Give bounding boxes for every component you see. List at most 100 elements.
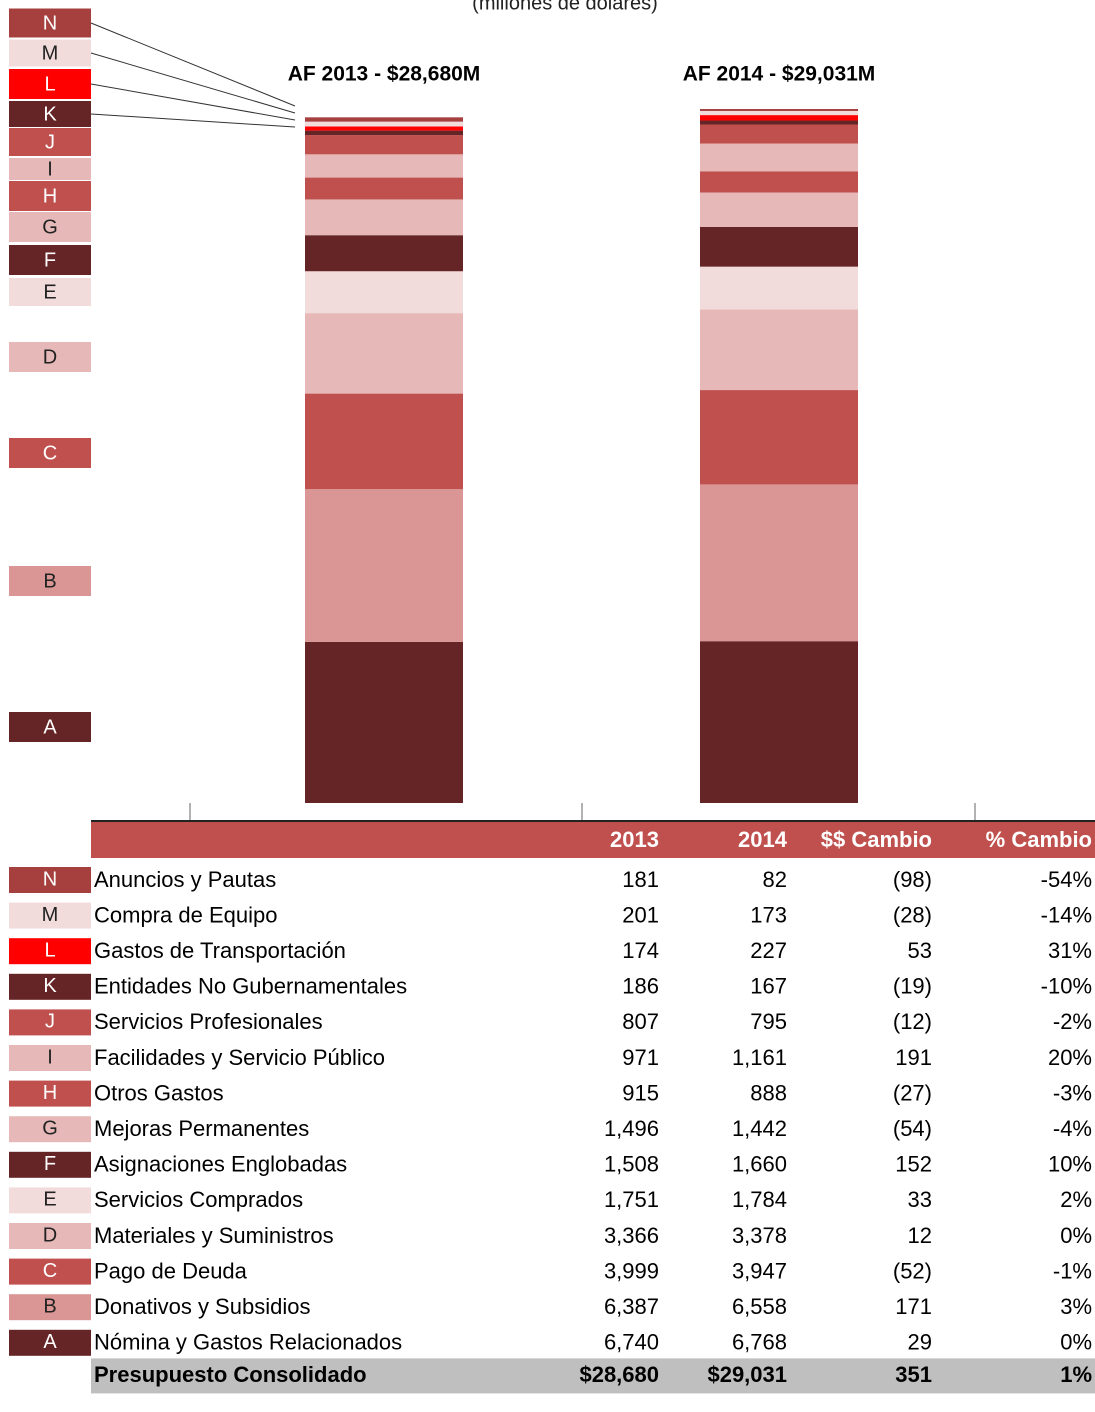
row-pct: -1%	[1053, 1258, 1092, 1283]
table-header-cell: 2014	[738, 827, 788, 852]
bar-segment	[700, 641, 858, 803]
legend-swatch	[9, 158, 91, 180]
row-pct: -3%	[1053, 1080, 1092, 1105]
row-value: 3,366	[604, 1223, 659, 1248]
row-letter: C	[43, 1260, 57, 1282]
bar-segment	[305, 393, 463, 490]
legend-swatch	[9, 128, 91, 156]
row-pct: -54%	[1041, 867, 1092, 892]
row-swatch	[9, 1223, 91, 1249]
row-change: (19)	[893, 974, 932, 999]
legend-label: G	[42, 216, 58, 238]
row-value: 82	[763, 867, 787, 892]
row-swatch	[9, 1187, 91, 1214]
bar-segment	[700, 484, 858, 642]
total-label: Presupuesto Consolidado	[94, 1362, 367, 1387]
row-change: (54)	[893, 1116, 932, 1141]
row-value: 173	[750, 902, 787, 927]
total-row	[91, 1358, 1095, 1394]
total-cell: 1%	[1060, 1362, 1092, 1387]
bar-segment	[700, 143, 858, 172]
bar-segment	[305, 154, 463, 178]
row-label: Mejoras Permanentes	[94, 1116, 309, 1141]
row-swatch	[9, 1151, 91, 1178]
legend-swatch	[9, 8, 91, 38]
row-label: Donativos y Subsidios	[94, 1294, 310, 1319]
row-swatch	[9, 1045, 91, 1071]
row-letter: J	[45, 1011, 55, 1033]
bar-segment	[700, 171, 858, 193]
row-letter: I	[47, 1046, 53, 1068]
legend-swatch	[9, 39, 91, 67]
row-pct: 31%	[1048, 938, 1092, 963]
row-pct: -10%	[1041, 974, 1092, 999]
row-change: 152	[895, 1152, 932, 1177]
legend-swatch	[9, 438, 91, 468]
legend-swatch	[9, 342, 91, 372]
row-value: 6,768	[732, 1330, 787, 1355]
row-swatch	[9, 1080, 91, 1107]
legend-label: K	[43, 103, 57, 125]
bar-segment	[700, 226, 858, 267]
bar-segment	[305, 641, 463, 803]
row-letter: E	[43, 1189, 56, 1211]
row-value: 971	[622, 1045, 659, 1070]
row-label: Otros Gastos	[94, 1080, 224, 1105]
row-change: 29	[908, 1330, 932, 1355]
row-change: 53	[908, 938, 932, 963]
row-value: 186	[622, 974, 659, 999]
bar-segment	[305, 126, 463, 131]
row-value: 3,999	[604, 1258, 659, 1283]
row-value: 807	[622, 1009, 659, 1034]
row-swatch	[9, 1116, 91, 1143]
row-change: 12	[908, 1223, 932, 1248]
category-label: AF 2013 - $28,680M	[288, 63, 481, 86]
row-value: 795	[750, 1009, 787, 1034]
legend-swatch	[9, 212, 91, 242]
row-value: 6,387	[604, 1294, 659, 1319]
legend-swatch	[9, 245, 91, 275]
row-pct: 2%	[1060, 1187, 1092, 1212]
bar-segment	[305, 135, 463, 155]
row-change: (28)	[893, 902, 932, 927]
bar-segment	[305, 121, 463, 127]
row-pct: 0%	[1060, 1223, 1092, 1248]
row-label: Materiales y Suministros	[94, 1223, 334, 1248]
row-label: Gastos de Transportación	[94, 938, 346, 963]
legend-label: M	[42, 42, 59, 64]
legend-label: N	[43, 12, 57, 34]
legend-label: H	[43, 185, 57, 207]
row-value: 181	[622, 867, 659, 892]
row-value: 201	[622, 902, 659, 927]
row-letter: N	[43, 868, 57, 890]
leader-line	[90, 22, 296, 107]
row-label: Asignaciones Englobadas	[94, 1152, 347, 1177]
legend-label: I	[47, 158, 53, 180]
bar-segment	[700, 115, 858, 121]
bar-segment	[700, 124, 858, 144]
row-value: 1,508	[604, 1152, 659, 1177]
table-header-cell: 2013	[610, 827, 659, 852]
row-label: Servicios Comprados	[94, 1187, 303, 1212]
row-swatch	[9, 938, 91, 965]
row-label: Facilidades y Servicio Público	[94, 1045, 385, 1070]
row-value: 1,660	[732, 1152, 787, 1177]
bar-segment	[700, 309, 858, 391]
row-label: Pago de Deuda	[94, 1258, 248, 1283]
bar-segment	[700, 266, 858, 310]
bar-segment	[305, 313, 463, 394]
bar-segment	[700, 192, 858, 227]
row-pct: -4%	[1053, 1116, 1092, 1141]
row-value: 3,947	[732, 1258, 787, 1283]
legend-label: F	[44, 249, 56, 271]
row-label: Compra de Equipo	[94, 902, 277, 927]
row-value: 888	[750, 1080, 787, 1105]
bar-segment	[305, 117, 463, 122]
row-swatch	[9, 1258, 91, 1285]
table-header	[91, 822, 1095, 858]
category-label: AF 2014 - $29,031M	[683, 63, 876, 86]
row-change: (27)	[893, 1080, 932, 1105]
total-cell: 351	[895, 1362, 932, 1387]
row-pct: 3%	[1060, 1294, 1092, 1319]
